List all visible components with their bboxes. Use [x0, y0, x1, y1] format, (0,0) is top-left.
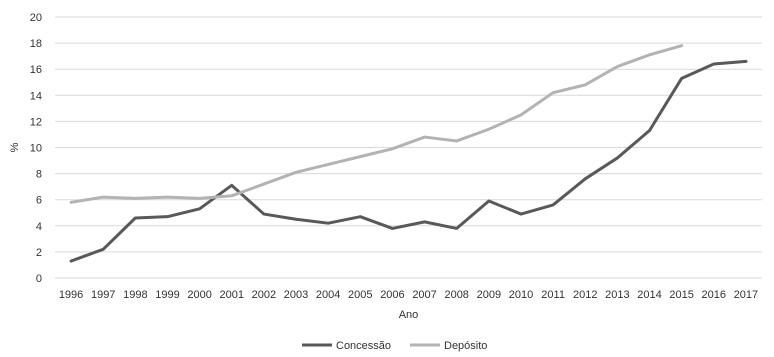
legend-label: Depósito — [444, 340, 487, 352]
y-tick-label: 8 — [36, 169, 42, 181]
x-tick-label: 1997 — [91, 289, 115, 301]
x-tick-label: 1999 — [155, 289, 179, 301]
y-tick-label: 20 — [30, 12, 42, 24]
y-axis-ticks: 0 2 4 6 8 10 12 14 16 18 20 — [30, 12, 42, 285]
x-tick-label: 2009 — [477, 289, 501, 301]
gridlines — [55, 16, 762, 279]
x-tick-label: 2007 — [412, 289, 436, 301]
x-tick-label: 2014 — [637, 289, 661, 301]
legend-label: Concessão — [336, 340, 391, 352]
y-tick-label: 4 — [36, 221, 42, 233]
x-tick-label: 2000 — [187, 289, 211, 301]
x-tick-label: 2013 — [605, 289, 629, 301]
legend: Concessão Depósito — [302, 340, 487, 352]
x-tick-label: 2011 — [541, 289, 565, 301]
y-axis-label: % — [9, 142, 21, 152]
y-tick-label: 2 — [36, 247, 42, 259]
y-tick-label: 10 — [30, 143, 42, 155]
x-axis-ticks: 1996 1997 1998 1999 2000 2001 2002 2003 2004 2005… — [59, 289, 758, 301]
series-line — [69, 59, 748, 263]
y-tick-label: 6 — [36, 195, 42, 207]
x-tick-label: 2003 — [284, 289, 308, 301]
x-tick-label: 2015 — [669, 289, 693, 301]
x-tick-label: 2017 — [734, 289, 758, 301]
y-tick-label: 18 — [30, 38, 42, 50]
x-tick-label: 2005 — [348, 289, 372, 301]
x-tick-label: 2004 — [316, 289, 340, 301]
x-tick-label: 1998 — [123, 289, 147, 301]
y-tick-label: 0 — [36, 273, 42, 285]
x-tick-label: 2010 — [509, 289, 533, 301]
y-tick-label: 14 — [30, 90, 42, 102]
x-tick-label: 2001 — [220, 289, 244, 301]
x-axis-label: Ano — [399, 309, 419, 321]
x-tick-label: 2008 — [444, 289, 468, 301]
x-tick-label: 2006 — [380, 289, 404, 301]
x-tick-label: 2002 — [252, 289, 276, 301]
x-tick-label: 2012 — [573, 289, 597, 301]
series-lines — [69, 44, 748, 263]
x-tick-label: 2016 — [702, 289, 726, 301]
y-tick-label: 12 — [30, 116, 42, 128]
y-tick-label: 16 — [30, 64, 42, 76]
x-tick-label: 1996 — [59, 289, 83, 301]
series-line — [69, 44, 684, 204]
